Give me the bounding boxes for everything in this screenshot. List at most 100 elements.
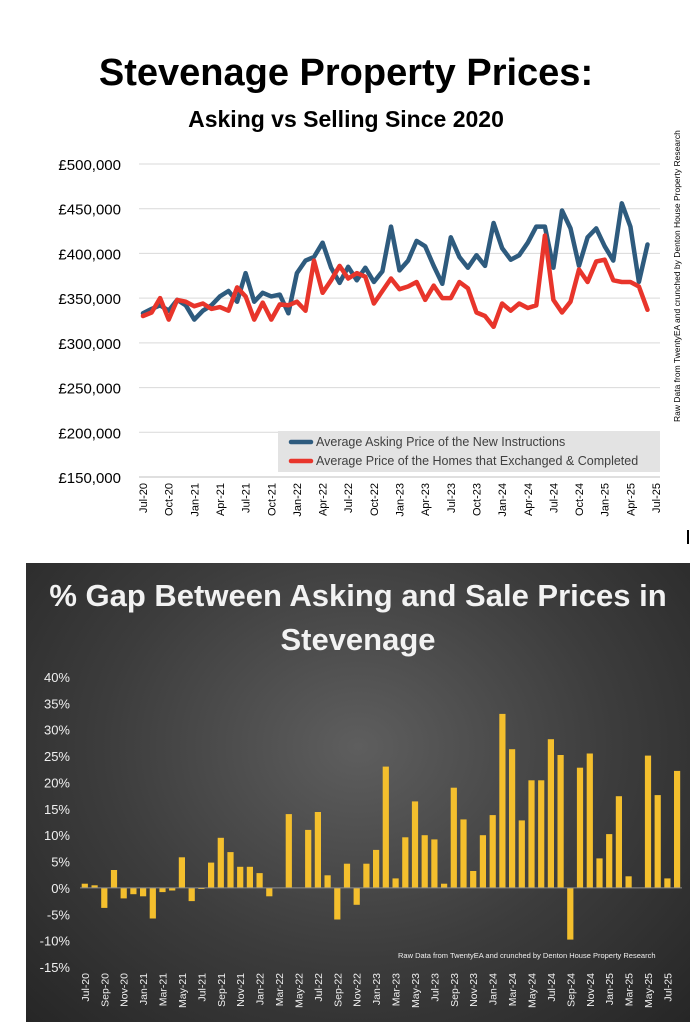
y-tick-label: £400,000 — [58, 246, 121, 263]
bar — [596, 858, 603, 888]
x-tick-label: Mar-25 — [624, 973, 636, 1006]
bar — [314, 812, 321, 888]
x-tick-label: Oct-20 — [164, 483, 176, 516]
x-tick-label: Jul-22 — [343, 483, 355, 513]
bar — [237, 866, 244, 888]
bar — [421, 835, 428, 888]
x-tick-label: Oct-23 — [471, 483, 483, 516]
bar — [217, 837, 224, 888]
y-tick-label: £250,000 — [58, 381, 121, 398]
bar — [140, 887, 147, 897]
x-tick-label: Jul-24 — [548, 483, 560, 513]
bar — [120, 887, 127, 899]
bar — [159, 887, 166, 893]
x-tick-label: Mar-23 — [391, 973, 403, 1006]
x-tick-label: Oct-21 — [266, 483, 278, 516]
y-tick-label: £350,000 — [58, 291, 121, 308]
bar — [576, 767, 584, 888]
source-annotation: Raw Data from TwentyEA and crunched by D… — [672, 130, 682, 422]
x-tick-label: Jul-23 — [429, 973, 441, 1002]
x-tick-label: Jan-21 — [138, 973, 150, 1005]
bar — [130, 887, 137, 895]
x-tick-label: Apr-23 — [420, 483, 432, 516]
x-tick-label: Jan-24 — [497, 483, 509, 517]
x-tick-label: Nov-22 — [352, 973, 364, 1007]
y-tick-label: 5% — [51, 855, 70, 870]
bar — [431, 839, 438, 888]
y-tick-label: 20% — [44, 775, 70, 790]
x-tick-label: May-25 — [643, 973, 655, 1008]
bar — [169, 887, 176, 891]
bar — [266, 887, 273, 897]
y-tick-label: -5% — [47, 907, 71, 922]
bar — [402, 837, 409, 888]
x-tick-label: Sep-21 — [216, 973, 228, 1007]
x-tick-label: Nov-21 — [235, 973, 247, 1007]
bar — [101, 887, 108, 908]
bar — [567, 887, 574, 940]
y-tick-label: 30% — [44, 723, 70, 738]
x-tick-label: Jan-22 — [255, 973, 267, 1005]
chart-subtitle: Asking vs Selling Since 2020 — [188, 106, 504, 132]
chart-title: Stevenage Property Prices: — [98, 52, 594, 94]
x-tick-label: May-24 — [527, 973, 539, 1008]
x-tick-label: Jul-21 — [196, 973, 208, 1002]
x-tick-label: Jan-23 — [371, 973, 383, 1005]
x-tick-label: Jul-20 — [138, 483, 150, 513]
x-tick-label: Jan-25 — [604, 973, 616, 1005]
bar — [664, 878, 671, 888]
x-tick-label: May-22 — [293, 973, 305, 1008]
y-tick-label: 35% — [44, 696, 70, 711]
bar — [615, 796, 622, 888]
x-tick-label: Nov-20 — [119, 973, 131, 1007]
x-tick-label: May-21 — [177, 973, 189, 1008]
x-tick-label: Apr-21 — [215, 483, 227, 516]
bar — [518, 820, 525, 888]
x-tick-label: Sep-20 — [99, 973, 111, 1007]
bar — [343, 863, 351, 888]
bar — [324, 875, 331, 888]
x-tick-label: Sep-24 — [565, 973, 577, 1007]
bar — [188, 887, 195, 902]
bar — [198, 887, 205, 889]
x-tick-label: Jul-25 — [662, 973, 674, 1002]
legend-box — [278, 431, 660, 472]
x-tick-label: Apr-24 — [523, 483, 535, 516]
y-tick-label: £500,000 — [58, 157, 121, 174]
asking-price-line — [140, 201, 650, 322]
bar — [538, 780, 545, 888]
bar — [305, 829, 312, 888]
bar — [392, 878, 399, 888]
y-tick-label: -10% — [40, 934, 71, 949]
bar — [91, 885, 98, 888]
y-tick-label: £450,000 — [58, 202, 121, 219]
source-annotation: Raw Data from TwentyEA and crunched by D… — [398, 951, 656, 960]
bar — [411, 801, 419, 888]
bar — [149, 887, 156, 919]
bar — [110, 870, 118, 888]
x-tick-label: Mar-21 — [158, 973, 170, 1006]
bar — [450, 787, 457, 888]
legend-label: Average Price of the Homes that Exchange… — [316, 454, 638, 468]
y-tick-label: £300,000 — [58, 336, 121, 353]
bar — [334, 887, 341, 920]
bar — [606, 834, 613, 888]
bar — [285, 814, 292, 888]
bar — [499, 713, 506, 888]
x-tick-label: Apr-25 — [625, 483, 637, 516]
gap-chart-title: % Gap Between Asking and Sale Prices in … — [49, 578, 667, 657]
bar — [208, 862, 215, 888]
x-tick-label: Mar-24 — [507, 973, 519, 1006]
legend-label: Average Asking Price of the New Instruct… — [316, 435, 565, 449]
bar — [246, 866, 253, 888]
bar — [644, 755, 652, 888]
bar — [547, 739, 554, 888]
x-tick-label: Jan-24 — [488, 973, 500, 1005]
x-tick-label: Jul-24 — [546, 973, 558, 1002]
x-tick-label: Jul-25 — [651, 483, 663, 513]
y-tick-label: 15% — [44, 802, 70, 817]
x-tick-label: Oct-24 — [574, 483, 586, 516]
x-tick-label: Sep-23 — [449, 973, 461, 1007]
x-tick-label: Jul-23 — [446, 483, 458, 513]
